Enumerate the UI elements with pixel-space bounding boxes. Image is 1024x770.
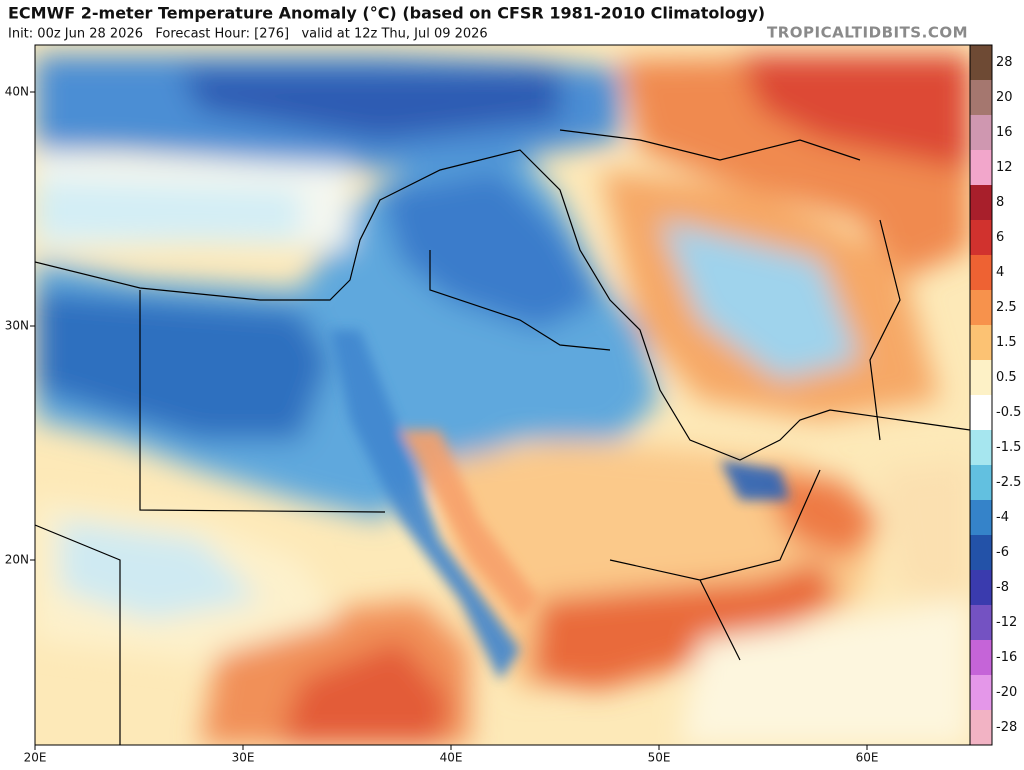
colorbar-swatch — [970, 640, 992, 675]
colorbar-swatch — [970, 255, 992, 290]
lon-label: 30E — [232, 751, 255, 765]
lon-label: 50E — [648, 751, 671, 765]
colorbar-swatch — [970, 605, 992, 640]
colorbar-label: -20 — [996, 685, 1017, 700]
watermark: TROPICALTIDBITS.COM — [767, 24, 968, 42]
colorbar-label: 0.5 — [996, 370, 1017, 385]
colorbar-swatch — [970, 150, 992, 185]
colorbar-swatch — [970, 325, 992, 360]
lon-label: 40E — [440, 751, 463, 765]
colorbar-label: -12 — [996, 615, 1017, 630]
axes: 40N 30N 20N 20E 30E 40E 50E 60E — [5, 85, 879, 765]
lon-label: 60E — [856, 751, 879, 765]
lat-label: 20N — [5, 553, 29, 567]
colorbar-label: 12 — [996, 160, 1013, 175]
colorbar-label: 20 — [996, 90, 1013, 105]
colorbar-label: -0.5 — [996, 405, 1021, 420]
colorbar-label: 4 — [996, 265, 1004, 280]
borders — [35, 129, 970, 745]
colorbar-swatch — [970, 290, 992, 325]
colorbar-swatch — [970, 45, 992, 80]
colorbar-label: -2.5 — [996, 475, 1021, 490]
colorbar-swatch — [970, 220, 992, 255]
colorbar-label: -4 — [996, 510, 1009, 525]
colorbar-swatch — [970, 395, 992, 430]
lat-label: 30N — [5, 319, 29, 333]
title: ECMWF 2-meter Temperature Anomaly (°C) (… — [8, 4, 765, 23]
colorbar-label: -1.5 — [996, 440, 1021, 455]
colorbar-swatch — [970, 535, 992, 570]
colorbar-swatch — [970, 710, 992, 745]
colorbar-label: 6 — [996, 230, 1004, 245]
colorbar-swatch — [970, 570, 992, 605]
colorbar-swatch — [970, 360, 992, 395]
colorbar-label: 1.5 — [996, 335, 1017, 350]
colorbar: 28 20 16 12 8 6 4 2.5 1.5 0.5 -0.5 -1.5 -2.5 -4 -6 -8 -1… — [969, 44, 1021, 746]
colorbar-label: -6 — [996, 545, 1009, 560]
colorbar-swatch — [970, 675, 992, 710]
colorbar-frame — [969, 44, 993, 746]
colorbar-swatch — [970, 500, 992, 535]
lon-label: 20E — [24, 751, 47, 765]
anomaly-map — [35, 45, 970, 745]
colorbar-label: 2.5 — [996, 300, 1017, 315]
colorbar-label: 28 — [996, 55, 1013, 70]
colorbar-label: -8 — [996, 580, 1009, 595]
colorbar-swatch — [970, 185, 992, 220]
lat-label: 40N — [5, 85, 29, 99]
colorbar-label: -28 — [996, 720, 1017, 735]
colorbar-swatch — [970, 465, 992, 500]
colorbar-swatch — [970, 430, 992, 465]
colorbar-swatch — [970, 80, 992, 115]
subtitle: Init: 00z Jun 28 2026 Forecast Hour: [27… — [8, 27, 488, 42]
colorbar-label: 16 — [996, 125, 1013, 140]
colorbar-label: 8 — [996, 195, 1004, 210]
colorbar-label: -16 — [996, 650, 1017, 665]
colorbar-swatch — [970, 115, 992, 150]
